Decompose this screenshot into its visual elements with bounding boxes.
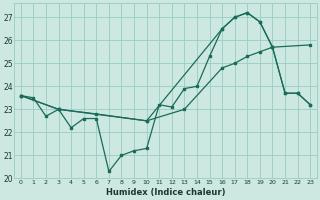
X-axis label: Humidex (Indice chaleur): Humidex (Indice chaleur) xyxy=(106,188,225,197)
